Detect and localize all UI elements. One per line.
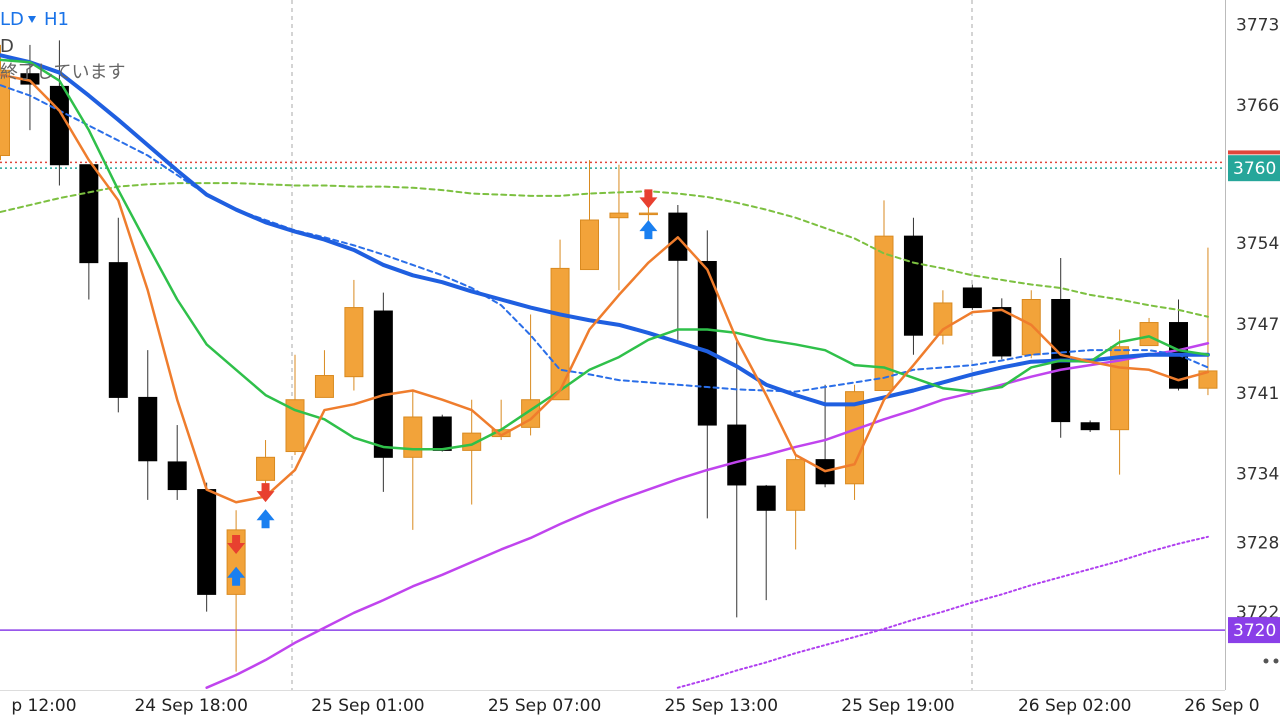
y-tick-label: 3741 [1236,384,1279,404]
y-tick-label: 3734 [1236,465,1279,485]
candle-body [197,489,217,595]
candle-body [0,69,10,157]
candle-body [550,267,570,401]
sell-arrow [256,483,275,503]
candle-body [432,416,452,451]
more-dot[interactable] [1263,658,1269,664]
candle-body [1139,322,1159,347]
more-dot[interactable] [1273,658,1279,664]
indicator-line [676,535,1209,689]
x-tick-label: 25 Sep 19:00 [841,696,954,716]
candle-body [580,219,599,271]
timeframe[interactable]: H1 [44,9,69,30]
candle-body [167,461,187,491]
x-tick-label: p 12:00 [11,696,76,716]
candle-body [697,260,717,426]
candle-body [786,459,806,511]
candle-body [1080,422,1100,431]
candle-body [49,85,69,166]
y-tick-label: 3773 [1236,15,1279,35]
subtitle: D [0,36,14,57]
candle-body [1021,298,1041,356]
x-tick-label: 24 Sep 18:00 [134,696,247,716]
indicator-line [0,182,1209,318]
symbol-dropdown-icon[interactable] [28,16,36,23]
candle-body [727,424,747,486]
x-tick-label: 25 Sep 07:00 [488,696,601,716]
x-tick-label: 26 Sep 0 [1184,696,1259,716]
header: LD H1 D 終了しています [0,9,125,83]
y-tick-label: 3766 [1236,96,1279,116]
indicator-line [0,58,1210,451]
indicator-line [205,342,1210,689]
candle-body [962,287,982,309]
candle-body [874,235,894,392]
price-tag-label: 3760 [1233,159,1276,179]
candle-body [638,212,658,216]
buy-arrow [639,220,658,240]
axis-background [1226,0,1280,720]
candle-body [138,396,158,462]
price-tag [1228,155,1280,182]
candle-body [845,391,865,485]
y-tick-label: 3754 [1236,234,1279,254]
x-tick-label: 25 Sep 13:00 [665,696,778,716]
candle-body [256,456,276,481]
x-tick-label: 25 Sep 01:00 [311,696,424,716]
x-tick-label: 26 Sep 02:00 [1018,696,1131,716]
plot-area [0,40,1225,689]
candle-body [403,416,423,458]
candle-body [903,235,923,336]
candle-body [609,212,629,219]
indicator-line [0,53,1210,407]
candle-body [108,262,128,398]
buy-arrow [227,566,246,586]
sell-arrow [639,189,658,209]
price-tag [1228,617,1280,644]
y-tick-label: 3728 [1236,534,1279,554]
candle-body [756,485,776,511]
price-tag-label: 3720 [1233,621,1276,641]
buy-arrow [256,509,275,529]
market-status: 終了しています [0,62,125,83]
candle-body [992,307,1012,357]
y-tick-label: 3747 [1236,315,1279,335]
symbol[interactable]: LD [0,9,24,30]
price-tag-marker [1228,150,1280,155]
candle-body [344,307,364,378]
indicator-line [0,73,1210,504]
candle-body [79,164,99,264]
candle-body [373,310,393,458]
candle-body [314,375,334,398]
sell-arrow [227,535,246,555]
